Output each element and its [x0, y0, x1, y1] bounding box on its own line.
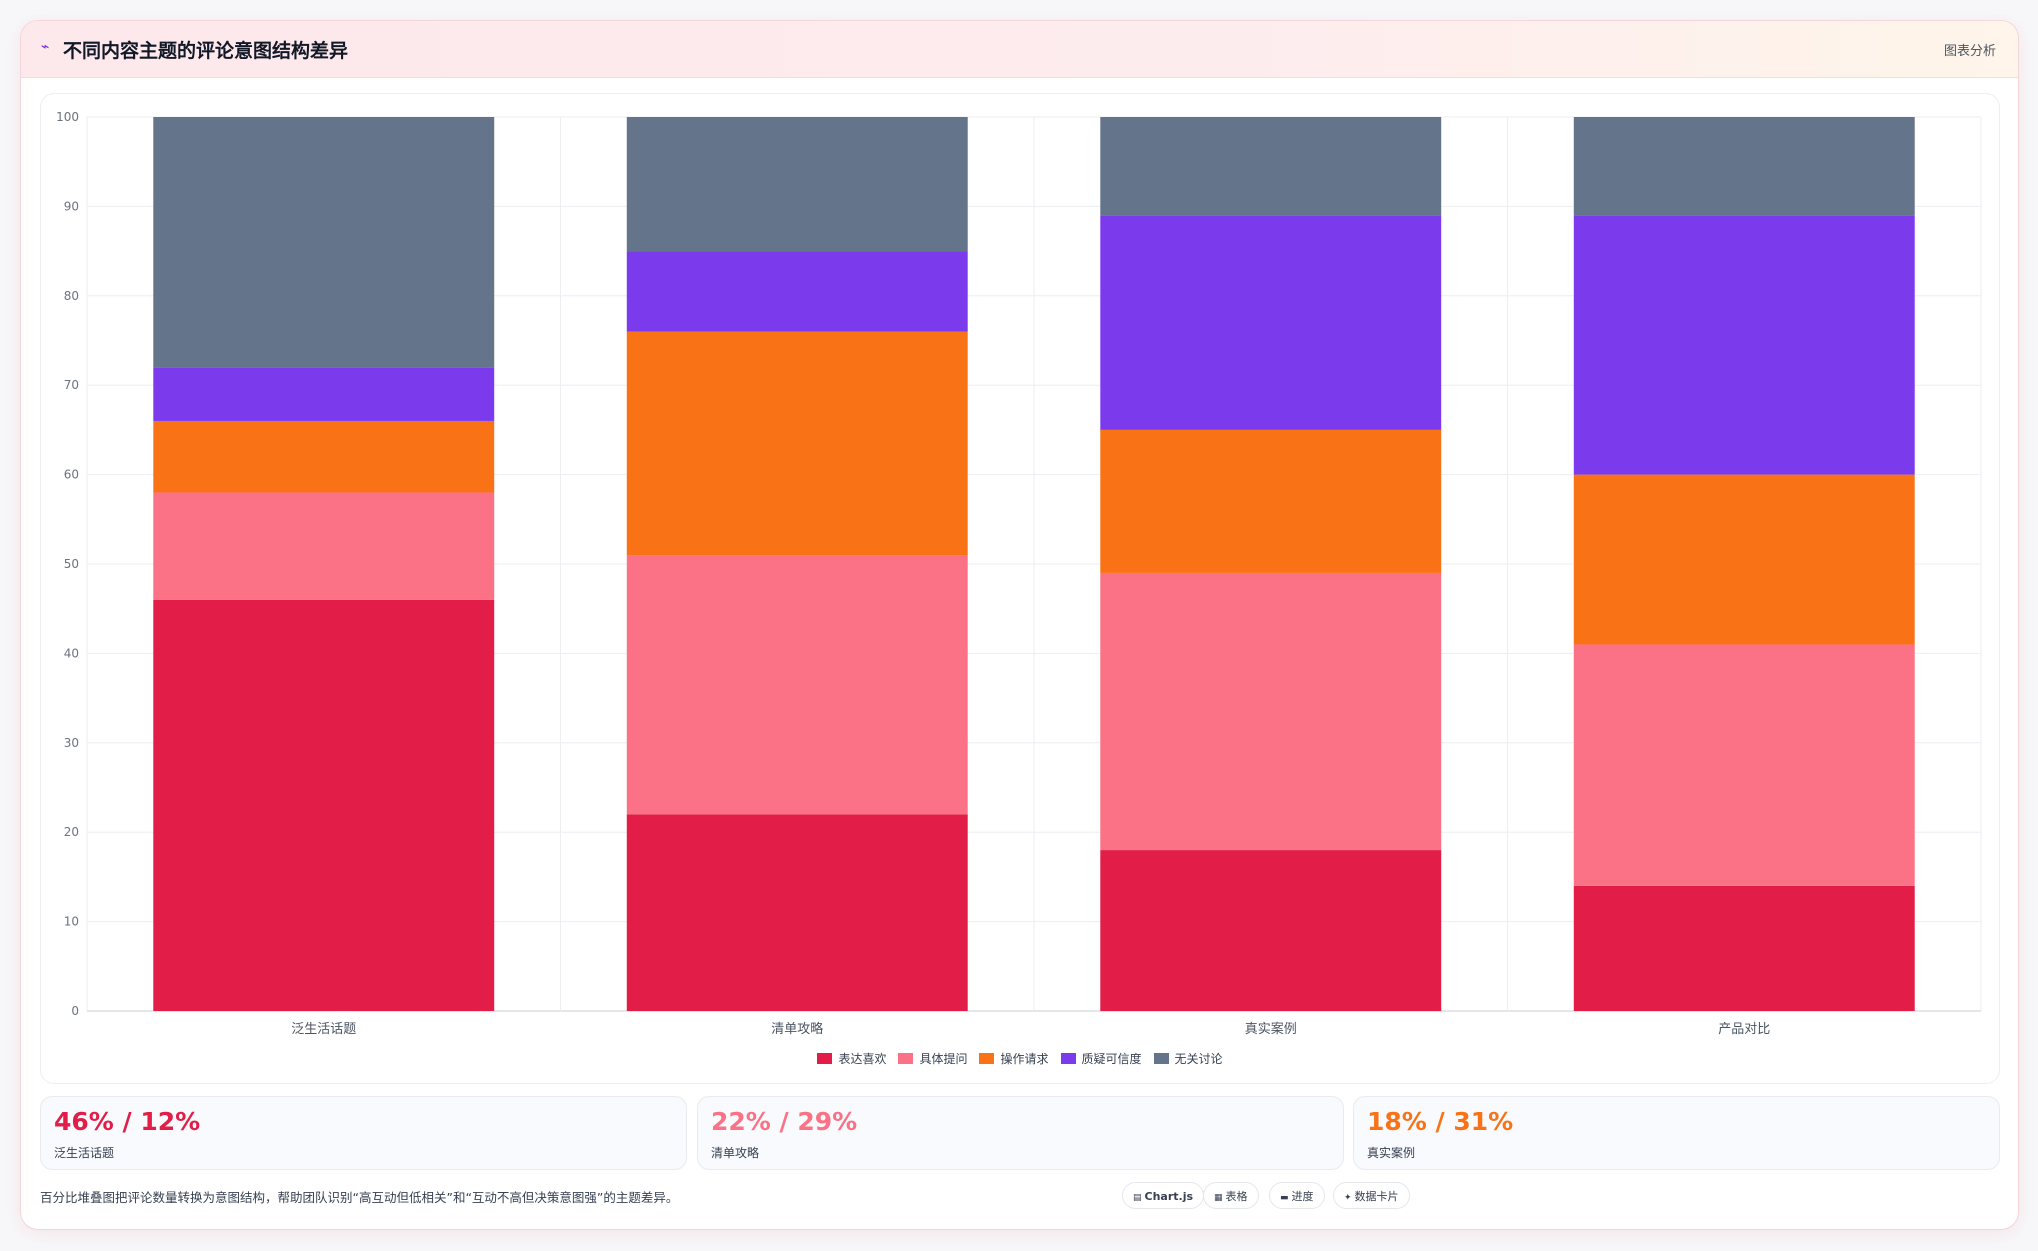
- bar-segment: [1573, 215, 1915, 475]
- bar-segment: [1100, 117, 1442, 216]
- y-tick-label: 90: [64, 199, 79, 213]
- bar-segment: [626, 117, 968, 252]
- stat-card: 46% / 12% 泛生活话题: [40, 1096, 687, 1170]
- y-tick-label: 30: [64, 736, 79, 750]
- y-tick-label: 80: [64, 289, 79, 303]
- trend-icon: ⌁: [41, 39, 50, 55]
- progress-pill[interactable]: ▬ 进度: [1269, 1182, 1325, 1209]
- legend-item[interactable]: 操作请求: [979, 1048, 1049, 1068]
- y-tick-label: 0: [71, 1004, 79, 1018]
- y-tick-label: 60: [64, 468, 79, 482]
- x-tick-label: 真实案例: [1245, 1022, 1297, 1037]
- table-icon: ▦: [1214, 1193, 1223, 1203]
- bar-segment: [153, 420, 495, 493]
- legend-label: 质疑可信度: [1081, 1051, 1142, 1066]
- y-tick-label: 20: [64, 825, 79, 839]
- bar-segment: [153, 367, 495, 421]
- stat-value: 18% / 31%: [1367, 1107, 1514, 1136]
- bar-segment: [153, 599, 495, 1011]
- progress-icon: ▬: [1280, 1193, 1289, 1203]
- legend-item[interactable]: 具体提问: [898, 1048, 967, 1068]
- chart-analysis-tag: 图表分析: [1943, 44, 1996, 59]
- bar-segment: [626, 814, 968, 1011]
- bar-segment: [1100, 215, 1442, 430]
- data-card-pill[interactable]: ✦ 数据卡片: [1333, 1182, 1410, 1209]
- card-header: ⌁ 不同内容主题的评论意图结构差异 图表分析: [21, 21, 2018, 78]
- stat-label: 泛生活话题: [54, 1146, 115, 1160]
- bar-segment: [626, 331, 968, 556]
- stat-value: 22% / 29%: [711, 1107, 858, 1136]
- legend-swatch: [898, 1052, 914, 1064]
- bar-segment: [153, 492, 495, 600]
- sparkle-icon: ✦: [1344, 1193, 1352, 1203]
- bar-segment: [1573, 117, 1915, 216]
- page-title: 不同内容主题的评论意图结构差异: [63, 40, 349, 62]
- x-tick-label: 产品对比: [1718, 1022, 1770, 1037]
- table-pill[interactable]: ▦ 表格: [1203, 1182, 1259, 1209]
- stat-card: 18% / 31% 真实案例: [1353, 1096, 2000, 1170]
- legend-label: 无关讨论: [1174, 1051, 1223, 1066]
- y-tick-label: 10: [64, 915, 79, 929]
- y-tick-label: 100: [56, 110, 79, 124]
- bar-segment: [153, 117, 495, 368]
- legend-item[interactable]: 质疑可信度: [1060, 1048, 1142, 1068]
- stat-label: 清单攻略: [711, 1146, 760, 1160]
- pill-label: 表格: [1225, 1190, 1248, 1203]
- chart-panel: 0 10 20 30 40 50 60 70 80 90 100 泛生活话题 清单攻略 真实案例 产品对比 …: [40, 93, 2000, 1084]
- y-tick-label: 50: [64, 557, 79, 571]
- legend-swatch: [817, 1052, 833, 1064]
- stat-value: 46% / 12%: [54, 1107, 201, 1136]
- pill-label: 数据卡片: [1354, 1190, 1399, 1203]
- chart-icon: ▤: [1133, 1193, 1142, 1203]
- legend-swatch: [1060, 1052, 1076, 1064]
- bar-segment: [1573, 474, 1915, 645]
- y-tick-label: 40: [64, 646, 79, 660]
- chartjs-pill[interactable]: ▤ Chart.js: [1122, 1182, 1205, 1209]
- legend-swatch: [979, 1052, 995, 1064]
- legend-swatch: [1153, 1052, 1169, 1064]
- legend-item[interactable]: 表达喜欢: [817, 1048, 886, 1068]
- pill-label: 进度: [1291, 1190, 1314, 1203]
- x-tick-label: 泛生活话题: [291, 1022, 356, 1037]
- y-tick-label: 70: [64, 378, 79, 392]
- bar-segment: [1100, 572, 1442, 851]
- bar-segment: [1100, 429, 1442, 573]
- pill-label: Chart.js: [1144, 1190, 1194, 1203]
- stat-card: 22% / 29% 清单攻略: [697, 1096, 1344, 1170]
- bar-segment: [1573, 885, 1915, 1011]
- legend-item[interactable]: 无关讨论: [1153, 1048, 1223, 1068]
- bar-segment: [626, 555, 968, 815]
- bar-segment: [1100, 850, 1442, 1011]
- x-tick-label: 清单攻略: [771, 1021, 823, 1037]
- legend-label: 具体提问: [919, 1051, 968, 1066]
- chart-legend: 表达喜欢 具体提问 操作请求 质疑可信度 无关讨论: [41, 1048, 1999, 1068]
- bar-segment: [1573, 644, 1915, 886]
- chart-footnote: 百分比堆叠图把评论数量转换为意图结构，帮助团队识别“高互动但低相关”和“互动不高…: [40, 1190, 679, 1205]
- bar-segment: [626, 251, 968, 332]
- legend-label: 操作请求: [1000, 1051, 1049, 1066]
- stacked-bar-chart: 0 10 20 30 40 50 60 70 80 90 100 泛生活话题 清单攻略 真实案例 产品对比: [56, 110, 1982, 1037]
- stat-label: 真实案例: [1367, 1146, 1416, 1160]
- legend-label: 表达喜欢: [838, 1051, 887, 1066]
- chart-card: ⌁ 不同内容主题的评论意图结构差异 图表分析 0 10 20 30 40 50 60 70 80…: [20, 20, 2019, 1230]
